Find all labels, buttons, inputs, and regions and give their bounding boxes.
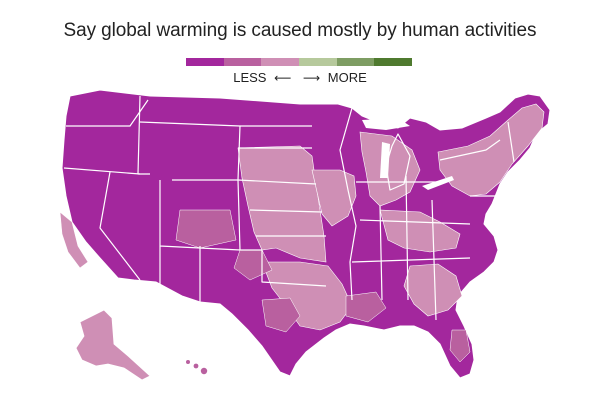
lake-superior: [362, 118, 410, 130]
lake-erie: [422, 176, 454, 190]
map-title: Say global warming is caused mostly by h…: [63, 20, 537, 41]
northeast-region: [437, 103, 545, 197]
legend-swatch-2: [223, 58, 262, 66]
midwest-states-border: [351, 181, 471, 263]
hawaii-island-2: [193, 363, 199, 369]
color-legend: [186, 58, 413, 66]
mid-county-regions: [175, 209, 471, 363]
east-states-border: [379, 175, 437, 321]
state-borders: [63, 95, 515, 321]
hawaii: [186, 360, 208, 375]
michigan-outline: [385, 133, 411, 191]
great-lakes: [362, 118, 454, 190]
ks-ok-border: [249, 209, 326, 237]
wa-or-border: [66, 99, 149, 127]
great-plains-region: [237, 145, 327, 263]
alaska: [75, 309, 151, 381]
great-lakes-region: [359, 131, 421, 207]
ohio-valley-region: [379, 209, 461, 253]
right-arrow-icon: ⟶: [302, 71, 321, 85]
legend-swatch-1: [186, 58, 224, 66]
west-coast-strip: [59, 211, 89, 269]
dakotas-border: [237, 125, 317, 185]
legend-less-label: LESS: [233, 70, 267, 85]
tx-border: [240, 249, 327, 287]
hawaii-island-1: [186, 360, 190, 364]
legend-swatch-3: [261, 58, 300, 66]
texas-patch: [261, 297, 301, 333]
legend-labels: LESS ⟵ ⟶ MORE: [0, 70, 600, 85]
florida-patch: [449, 329, 471, 363]
lake-michigan: [380, 142, 390, 178]
az-nm-border: [159, 246, 201, 302]
or-ca-border: [63, 167, 141, 175]
legend-more-label: MORE: [327, 70, 367, 85]
mountain-west-patch: [175, 209, 237, 249]
lighter-county-regions: [59, 103, 545, 331]
northeast-states-border: [439, 121, 515, 197]
hawaii-island-3: [200, 367, 208, 375]
left-arrow-icon: ⟵: [274, 71, 292, 85]
legend-swatch-6: [374, 58, 413, 66]
mt-wy-border: [139, 121, 241, 181]
nv-border: [99, 171, 141, 281]
legend-swatch-5: [336, 58, 375, 66]
legend-swatch-4: [299, 58, 337, 66]
mississippi-river-border: [339, 107, 357, 301]
gulf-patch: [345, 291, 387, 323]
idaho-border: [137, 95, 150, 175]
